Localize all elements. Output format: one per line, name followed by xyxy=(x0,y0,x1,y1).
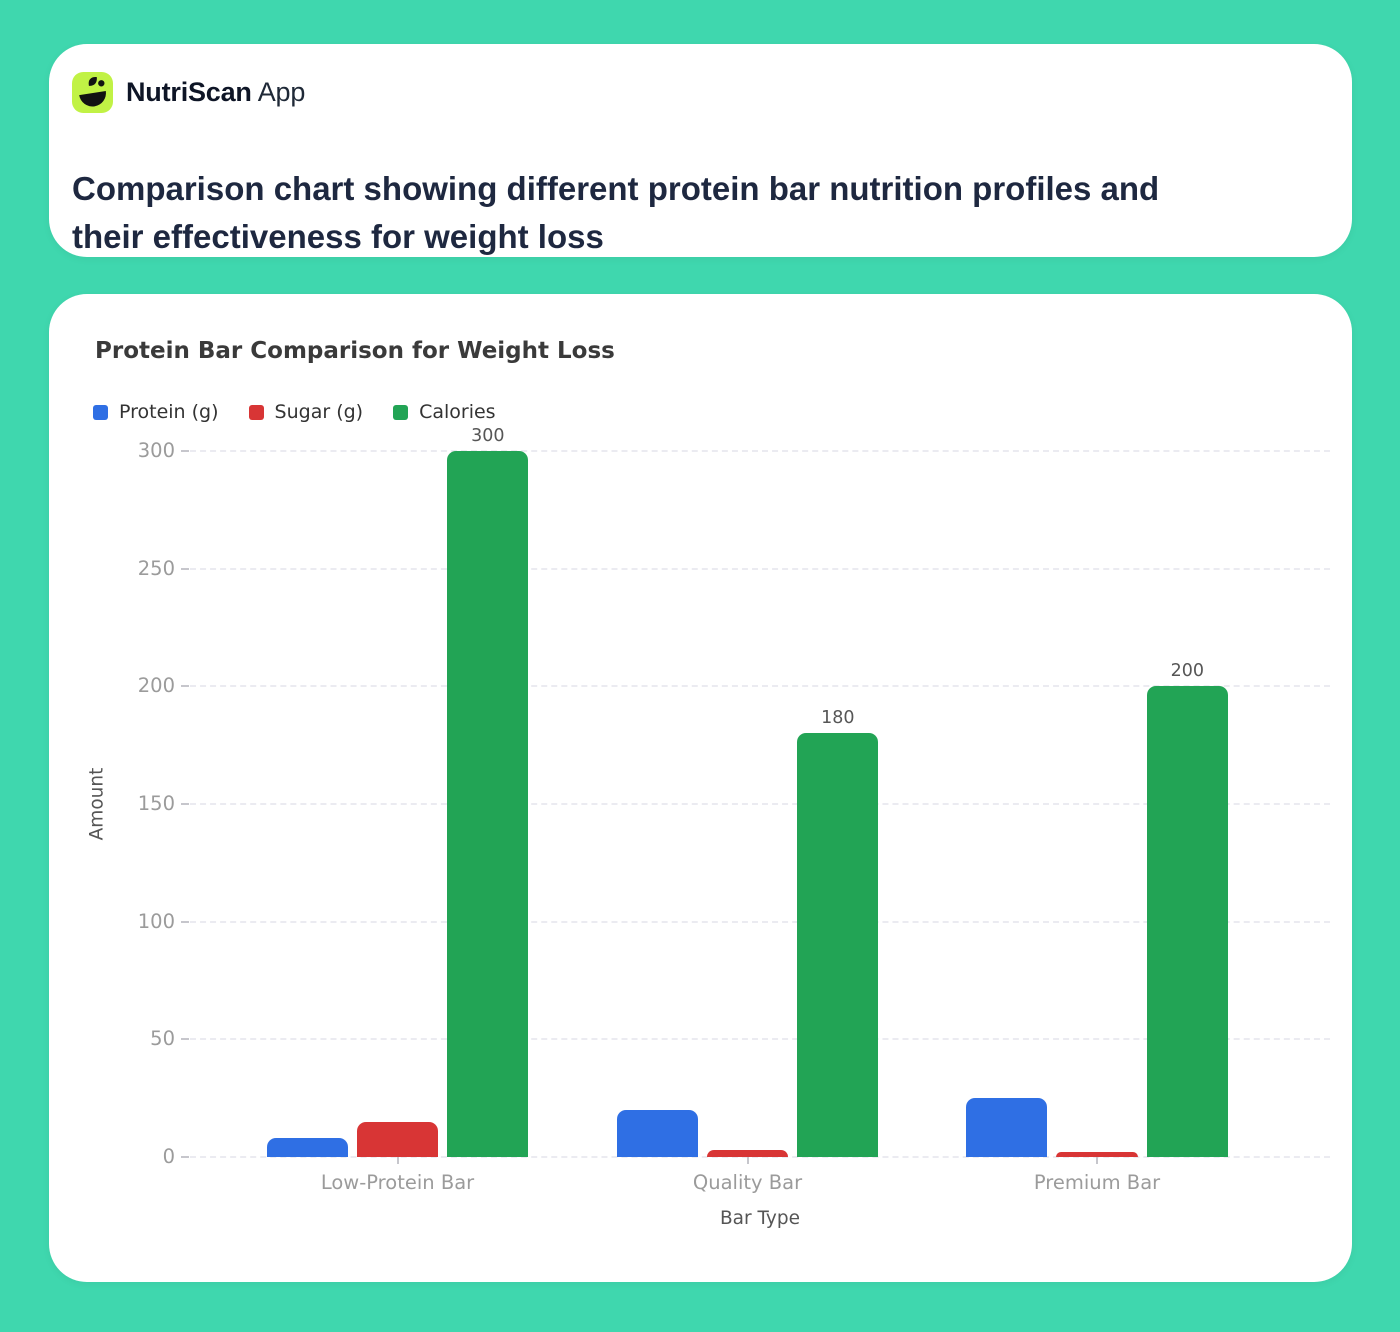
x-tick-label-quality-bar: Quality Bar xyxy=(692,1171,803,1194)
bar-calories-premium-bar xyxy=(1146,686,1228,1157)
legend-item-protein-g: Protein (g) xyxy=(93,401,219,423)
y-tick-label-300: 300 xyxy=(137,439,175,462)
brand-name: NutriScan App xyxy=(126,77,305,108)
y-tick-label-0: 0 xyxy=(162,1145,175,1168)
gridline-200 xyxy=(190,685,1330,688)
y-tick-label-250: 250 xyxy=(137,556,175,580)
y-tick-mark-200 xyxy=(181,685,189,688)
gridline-0 xyxy=(190,1156,1330,1158)
gridline-100 xyxy=(190,920,1330,923)
gridline-150 xyxy=(190,803,1330,805)
y-tick-label-50: 50 xyxy=(150,1027,175,1051)
bar-protein-g-low-protein-bar xyxy=(266,1138,348,1157)
y-tick-mark-250 xyxy=(181,567,189,570)
gridline-300 xyxy=(190,450,1330,452)
chart-title: Protein Bar Comparison for Weight Loss xyxy=(95,338,615,364)
y-tick-label-100: 100 xyxy=(137,909,175,933)
y-axis-label: Amount xyxy=(86,767,108,841)
bar-protein-g-quality-bar xyxy=(616,1109,698,1157)
legend-item-sugar-g: Sugar (g) xyxy=(248,401,364,423)
bar-value-label-premium-bar: 200 xyxy=(1170,661,1204,682)
chart-legend: Protein (g) Sugar (g) Calories xyxy=(93,401,496,423)
y-tick-label-200: 200 xyxy=(137,674,175,698)
bar-sugar-g-quality-bar xyxy=(706,1149,789,1157)
bar-value-label-low-protein-bar: 300 xyxy=(471,426,505,446)
bar-value-label-quality-bar: 180 xyxy=(821,708,855,729)
gridline-250 xyxy=(190,567,1330,570)
bar-calories-low-protein-bar xyxy=(447,451,529,1157)
page-title: Comparison chart showing different prote… xyxy=(72,170,1160,255)
chart-card: Protein Bar Comparison for Weight Loss P… xyxy=(49,294,1352,1282)
x-tick-label-premium-bar: Premium Bar xyxy=(1033,1171,1161,1194)
brand: NutriScan App xyxy=(72,72,305,113)
legend-label-sugar-g: Sugar (g) xyxy=(274,401,364,423)
x-tick-mark-low-protein-bar xyxy=(396,1157,399,1164)
y-tick-mark-50 xyxy=(181,1038,189,1041)
bar-protein-g-premium-bar xyxy=(966,1098,1048,1157)
legend-item-calories: Calories xyxy=(393,401,496,423)
y-tick-mark-300 xyxy=(181,450,189,452)
y-tick-mark-0 xyxy=(181,1156,189,1158)
gridline-50 xyxy=(190,1038,1330,1041)
bar-calories-quality-bar xyxy=(797,733,879,1157)
x-tick-mark-premium-bar xyxy=(1096,1157,1098,1164)
bar-sugar-g-low-protein-bar xyxy=(356,1121,439,1157)
x-axis-label: Bar Type xyxy=(719,1208,800,1229)
bar-sugar-g-premium-bar xyxy=(1056,1152,1138,1157)
legend-label-calories: Calories xyxy=(419,401,496,423)
y-tick-mark-100 xyxy=(181,920,189,923)
x-tick-mark-quality-bar xyxy=(746,1157,749,1164)
nutriscan-logo-icon xyxy=(72,72,113,113)
y-tick-label-150: 150 xyxy=(137,792,175,815)
x-tick-label-low-protein-bar: Low-Protein Bar xyxy=(320,1171,475,1194)
plot-area: 0 50 100 150 200 250 300 Low-Protein Bar 300 Qual… xyxy=(138,426,1330,1194)
brand-suffix: App xyxy=(257,77,306,107)
legend-swatch-calories xyxy=(393,404,409,420)
legend-swatch-sugar-g xyxy=(248,404,264,420)
legend-label-protein-g: Protein (g) xyxy=(119,401,219,423)
header-card: NutriScan App Comparison chart showing di… xyxy=(49,44,1352,257)
y-tick-mark-150 xyxy=(181,803,189,805)
brand-name-bold: NutriScan xyxy=(126,77,252,107)
legend-swatch-protein-g xyxy=(93,404,108,420)
